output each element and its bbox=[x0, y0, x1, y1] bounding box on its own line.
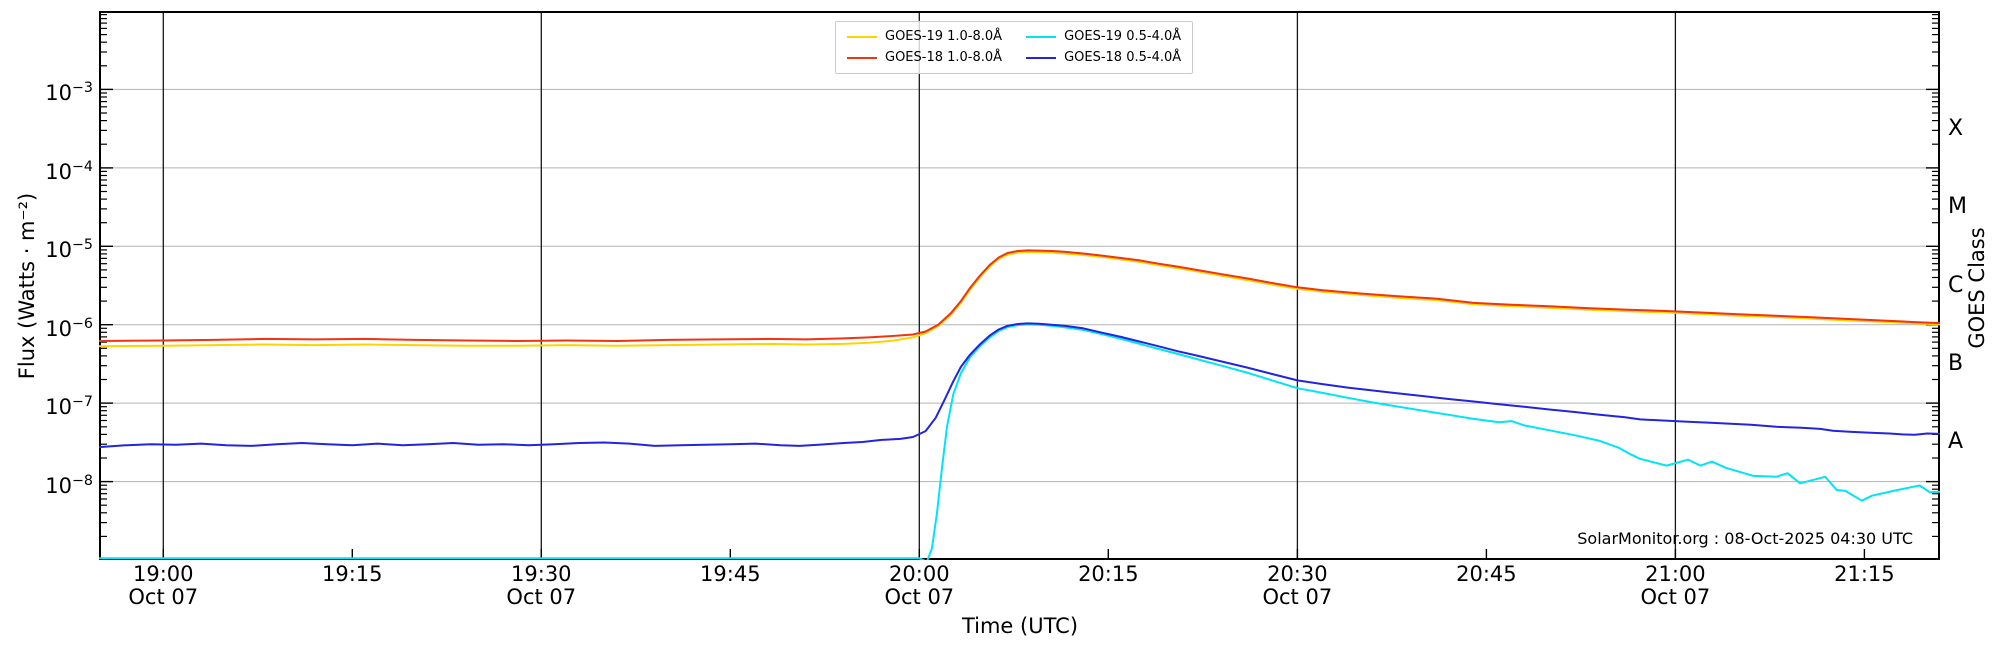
legend-item-3: GOES-18 0.5-4.0Å bbox=[1026, 50, 1181, 66]
axes-frame bbox=[99, 11, 1940, 560]
y-tick-label: 10−7 bbox=[45, 394, 93, 420]
series-line-0 bbox=[99, 251, 1940, 348]
legend-line-swatch bbox=[847, 36, 877, 38]
right-axis-title: GOES Class bbox=[1965, 227, 1989, 349]
chart-canvas bbox=[99, 11, 1940, 560]
x-tick-date-label: Oct 07 bbox=[128, 585, 199, 609]
x-tick-label: 19:00 bbox=[132, 562, 194, 586]
x-tick-label: 19:45 bbox=[700, 562, 761, 586]
plot-area: GOES-19 1.0-8.0Å GOES-18 1.0-8.0Å GOES-19 … bbox=[99, 11, 1940, 560]
y-tick-label: 10−5 bbox=[45, 237, 93, 263]
x-tick-label: 21:15 bbox=[1834, 562, 1895, 586]
x-tick-date-label: Oct 07 bbox=[1262, 585, 1333, 609]
series-line-1 bbox=[99, 249, 1940, 342]
legend-label: GOES-19 1.0-8.0Å bbox=[885, 29, 1003, 44]
legend-label: GOES-18 0.5-4.0Å bbox=[1064, 50, 1182, 65]
goes-class-label-a: A bbox=[1948, 429, 1964, 455]
legend-item-0: GOES-19 1.0-8.0Å bbox=[847, 29, 1002, 45]
goes-class-label-x: X bbox=[1948, 115, 1964, 141]
y-axis-title: Flux (Watts · m⁻²) bbox=[15, 192, 39, 380]
legend-label: GOES-18 1.0-8.0Å bbox=[885, 50, 1003, 65]
y-tick-label: 10−3 bbox=[45, 80, 93, 106]
x-tick-date-label: Oct 07 bbox=[506, 585, 577, 609]
legend-item-2: GOES-19 0.5-4.0Å bbox=[1026, 29, 1181, 45]
series-line-3 bbox=[99, 322, 1940, 449]
x-axis-title: Time (UTC) bbox=[961, 614, 1079, 638]
legend-label: GOES-19 0.5-4.0Å bbox=[1064, 29, 1182, 44]
legend-line-swatch bbox=[1026, 36, 1057, 38]
x-tick-label: 20:45 bbox=[1456, 562, 1517, 586]
y-tick-label: 10−8 bbox=[45, 472, 93, 498]
x-tick-date-label: Oct 07 bbox=[1640, 585, 1711, 609]
x-tick-label: 19:30 bbox=[511, 562, 572, 586]
x-tick-label: 19:15 bbox=[322, 562, 383, 586]
goes-class-label-c: C bbox=[1948, 272, 1964, 298]
x-tick-label: 21:00 bbox=[1645, 562, 1706, 586]
legend-item-1: GOES-18 1.0-8.0Å bbox=[847, 50, 1002, 66]
x-tick-date-label: Oct 07 bbox=[884, 585, 955, 609]
x-tick-label: 20:30 bbox=[1267, 562, 1328, 586]
legend: GOES-19 1.0-8.0Å GOES-18 1.0-8.0Å GOES-19 … bbox=[835, 21, 1194, 74]
legend-line-swatch bbox=[1026, 57, 1057, 59]
watermark-text: SolarMonitor.org : 08-Oct-2025 04:30 UTC bbox=[1577, 529, 1913, 548]
y-tick-label: 10−4 bbox=[45, 158, 93, 184]
goes-class-label-b: B bbox=[1948, 350, 1964, 376]
x-tick-label: 20:15 bbox=[1078, 562, 1139, 586]
x-tick-label: 20:00 bbox=[889, 562, 950, 586]
legend-line-swatch bbox=[847, 57, 877, 59]
goes-class-label-m: M bbox=[1948, 194, 1967, 220]
series-line-2 bbox=[99, 323, 1940, 560]
y-tick-label: 10−6 bbox=[45, 315, 93, 341]
